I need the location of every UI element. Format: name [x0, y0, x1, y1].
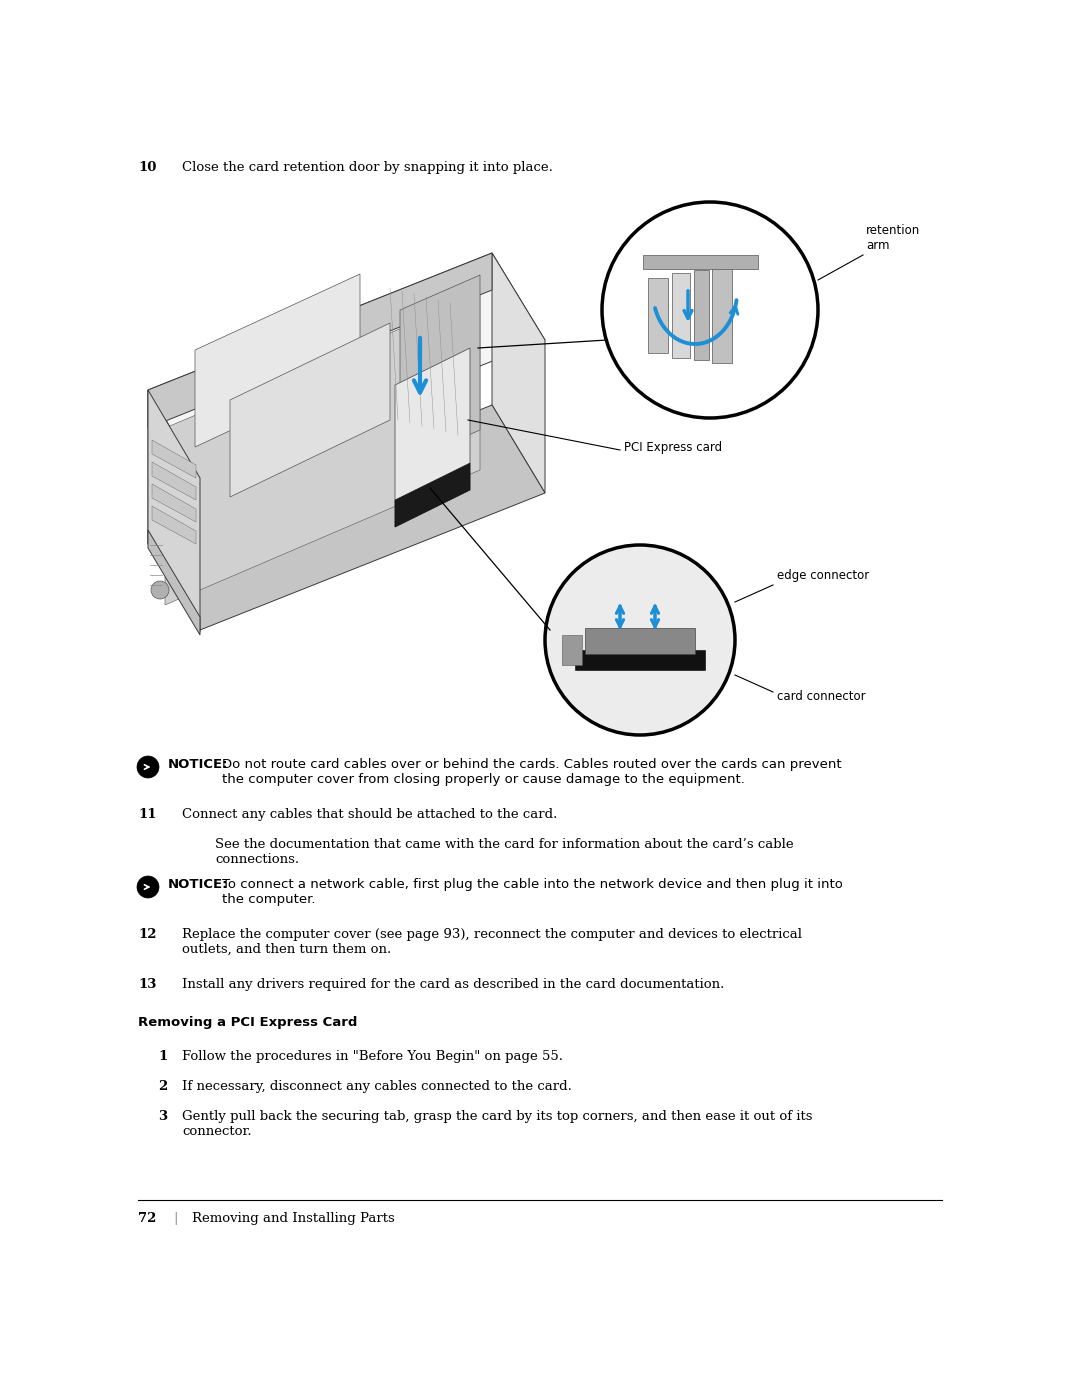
Bar: [694, 270, 708, 360]
Text: Install any drivers required for the card as described in the card documentation: Install any drivers required for the car…: [183, 978, 725, 990]
Bar: [648, 278, 669, 353]
Polygon shape: [148, 390, 200, 631]
Text: 72: 72: [138, 1213, 157, 1225]
Circle shape: [137, 756, 159, 778]
Polygon shape: [148, 529, 200, 636]
Polygon shape: [492, 253, 545, 493]
Text: 1: 1: [158, 1051, 167, 1063]
Text: 3: 3: [158, 1111, 167, 1123]
Text: To connect a network cable, first plug the cable into the network device and the: To connect a network cable, first plug t…: [222, 877, 842, 907]
Bar: [643, 256, 758, 270]
Polygon shape: [148, 253, 492, 427]
Text: NOTICE:: NOTICE:: [168, 877, 229, 891]
Polygon shape: [152, 462, 195, 500]
Text: 11: 11: [138, 807, 157, 821]
Text: Replace the computer cover (see page 93), reconnect the computer and devices to : Replace the computer cover (see page 93)…: [183, 928, 802, 956]
Circle shape: [545, 545, 735, 735]
Text: retention
arm: retention arm: [866, 224, 920, 251]
Polygon shape: [152, 440, 195, 478]
Text: Connect any cables that should be attached to the card.: Connect any cables that should be attach…: [183, 807, 557, 821]
Text: Do not route card cables over or behind the cards. Cables routed over the cards : Do not route card cables over or behind …: [222, 759, 841, 787]
Text: Follow the procedures in "Before You Begin" on page 55.: Follow the procedures in "Before You Beg…: [183, 1051, 563, 1063]
Text: Gently pull back the securing tab, grasp the card by its top corners, and then e: Gently pull back the securing tab, grasp…: [183, 1111, 812, 1139]
Polygon shape: [165, 295, 480, 605]
Bar: [712, 268, 732, 363]
Polygon shape: [195, 274, 360, 447]
Text: edge connector: edge connector: [777, 569, 869, 583]
Circle shape: [151, 581, 168, 599]
Polygon shape: [395, 462, 470, 527]
Bar: [672, 272, 690, 358]
Text: Close the card retention door by snapping it into place.: Close the card retention door by snappin…: [183, 161, 553, 175]
Bar: [562, 636, 582, 665]
Text: card connector: card connector: [777, 690, 866, 703]
Polygon shape: [395, 348, 470, 527]
Text: 13: 13: [138, 978, 157, 990]
Polygon shape: [148, 253, 545, 478]
Text: NOTICE:: NOTICE:: [168, 759, 229, 771]
Polygon shape: [230, 323, 390, 497]
Text: If necessary, disconnect any cables connected to the card.: If necessary, disconnect any cables conn…: [183, 1080, 572, 1092]
Polygon shape: [148, 405, 545, 630]
Text: See the documentation that came with the card for information about the card’s c: See the documentation that came with the…: [215, 838, 794, 866]
Polygon shape: [148, 390, 200, 630]
Text: 2: 2: [158, 1080, 167, 1092]
Polygon shape: [152, 506, 195, 543]
Text: |: |: [173, 1213, 177, 1225]
Text: Removing a PCI Express Card: Removing a PCI Express Card: [138, 1016, 357, 1030]
Polygon shape: [152, 483, 195, 522]
Text: 12: 12: [138, 928, 157, 942]
Circle shape: [137, 876, 159, 898]
Text: 10: 10: [138, 161, 157, 175]
Polygon shape: [400, 275, 480, 465]
Text: Removing and Installing Parts: Removing and Installing Parts: [192, 1213, 395, 1225]
Bar: [585, 629, 696, 654]
Bar: [575, 650, 705, 671]
Circle shape: [602, 203, 818, 418]
Text: PCI Express card: PCI Express card: [624, 441, 723, 454]
